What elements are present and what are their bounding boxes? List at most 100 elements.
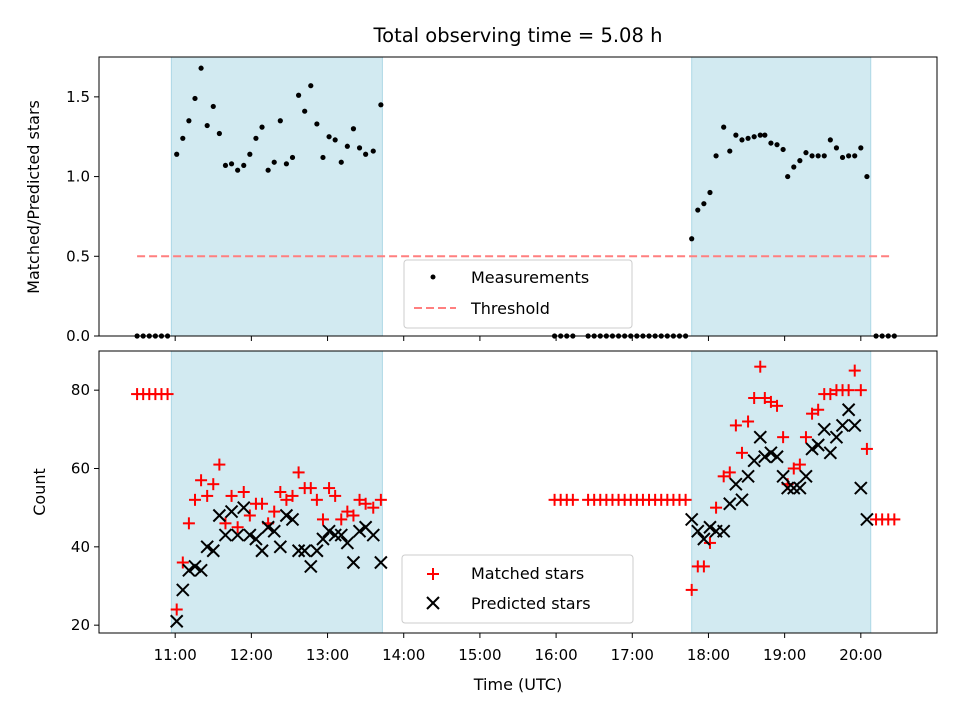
measurement-point <box>852 153 858 159</box>
marker-stroke <box>716 524 731 538</box>
matched-star-point <box>771 399 784 412</box>
predicted-star-point <box>758 450 772 464</box>
measurement-point <box>846 153 852 159</box>
matched-star-point <box>353 493 366 506</box>
top-panel: 0.0 0.5 1.0 1.5 Matched/Predicted stars Mea… <box>24 56 938 345</box>
matched-star-point <box>742 415 755 428</box>
shaded-interval <box>171 57 383 336</box>
measurement-point <box>864 173 870 180</box>
matched-star-point <box>286 489 299 502</box>
matched-star-point <box>729 419 742 432</box>
matched-star-point <box>374 493 387 506</box>
matched-star-point <box>341 505 354 518</box>
predicted-star-point <box>697 532 711 546</box>
matched-star-point <box>799 431 812 444</box>
predicted-star-point <box>823 446 838 460</box>
measurement-point <box>762 132 768 138</box>
marker-stroke <box>787 481 801 495</box>
matched-star-point <box>207 478 220 491</box>
top-y-ticks: 0.0 0.5 1.0 1.5 <box>66 88 99 345</box>
marker-stroke <box>366 528 380 542</box>
matched-star-point <box>748 392 761 404</box>
bottom-legend-box <box>401 554 634 624</box>
shaded-interval <box>691 57 871 336</box>
measurement-point <box>833 145 840 151</box>
marker-stroke <box>703 520 717 534</box>
measurement-point <box>271 159 277 165</box>
marker-stroke <box>267 524 281 538</box>
matched-star-point <box>182 517 195 530</box>
y-tick-label: 60 <box>71 460 90 478</box>
measurement-point <box>363 151 369 157</box>
top-y-axis-label: Matched/Predicted stars <box>24 100 43 294</box>
marker-stroke <box>328 528 342 542</box>
measurement-point <box>809 153 815 159</box>
measurement-point <box>186 118 192 124</box>
matched-star-point <box>176 556 189 569</box>
measurement-point <box>259 124 265 130</box>
matched-star-point <box>323 482 336 495</box>
marker-stroke <box>297 544 312 558</box>
marker-stroke <box>823 446 838 460</box>
predicted-star-point <box>285 512 300 527</box>
matched-star-point <box>310 493 323 506</box>
marker-stroke <box>799 469 813 484</box>
marker-stroke <box>735 493 749 507</box>
matched-star-point <box>268 505 281 518</box>
x-tick-label: 15:00 <box>458 646 501 664</box>
measurement-point <box>277 118 283 124</box>
measurement-point <box>241 162 247 169</box>
measurement-point <box>204 122 210 129</box>
y-tick-label: 1.0 <box>66 168 90 186</box>
matched-star-point <box>717 470 730 483</box>
marker-stroke <box>346 555 361 570</box>
measurement-point <box>265 167 271 173</box>
predicted-star-point <box>322 524 336 538</box>
marker-stroke <box>243 528 257 542</box>
predicted-star-point <box>835 418 850 433</box>
predicted-star-point <box>334 528 348 542</box>
matched-star-point <box>679 493 692 506</box>
marker-stroke <box>723 497 737 511</box>
matched-star-point <box>213 458 226 471</box>
marker-stroke <box>697 532 711 546</box>
measurement-point <box>780 146 786 153</box>
predicted-star-point <box>316 532 330 546</box>
x-tick-label: 17:00 <box>611 646 654 664</box>
measurement-point <box>198 65 204 71</box>
measurement-point <box>332 137 338 143</box>
marker-stroke <box>829 430 844 444</box>
predicted-star-point <box>340 536 355 550</box>
measurement-point <box>192 95 198 102</box>
marker-stroke <box>261 520 275 534</box>
marker-stroke <box>691 524 705 538</box>
marker-stroke <box>304 559 318 574</box>
matched-star-point <box>304 482 317 495</box>
marker-stroke <box>212 508 227 523</box>
measurement-point <box>283 161 290 167</box>
predicted-star-point <box>787 481 801 495</box>
marker-stroke <box>291 544 306 558</box>
measurement-point <box>701 201 707 207</box>
predicted-star-point <box>194 563 208 578</box>
top-axes-frame <box>98 56 938 337</box>
measurement-point <box>707 189 713 196</box>
measurement-point <box>210 103 216 110</box>
y-tick-label: 80 <box>71 381 90 399</box>
x-tick-label: 13:00 <box>306 646 349 664</box>
predicted-star-point <box>310 544 324 558</box>
marker-stroke <box>218 528 233 542</box>
measurement-point <box>791 164 797 170</box>
matched-star-point <box>754 360 767 373</box>
predicted-star-point <box>854 481 868 495</box>
matched-star-point <box>195 474 208 487</box>
matched-star-point <box>777 431 790 444</box>
matched-star-point <box>292 466 305 479</box>
marker-stroke <box>279 508 294 523</box>
measurement-point <box>727 148 733 154</box>
marker-stroke <box>206 544 220 558</box>
measurement-point <box>858 145 864 151</box>
matched-star-point <box>566 493 579 506</box>
matched-star-point <box>170 603 183 616</box>
y-tick-label: 0.0 <box>66 327 90 345</box>
